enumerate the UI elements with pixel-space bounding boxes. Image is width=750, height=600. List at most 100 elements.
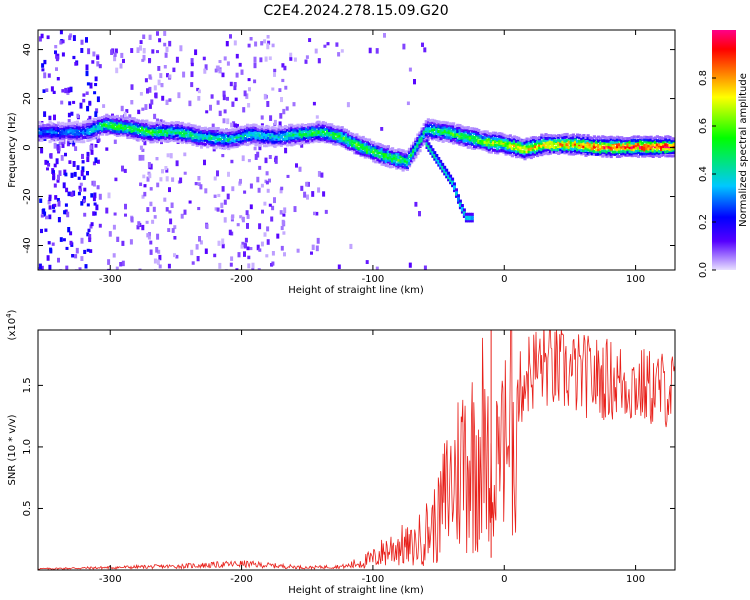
spectrogram-ridge-cell: [399, 151, 403, 155]
spectrogram-ridge-cell: [639, 142, 643, 146]
spectrogram-ridge-cell: [168, 130, 172, 134]
spectrogram-noise-cell: [266, 226, 270, 232]
spectrogram-ridge-cell: [69, 122, 73, 126]
spectrogram-ridge-cell: [346, 132, 351, 136]
spectrogram-ridge-cell: [256, 142, 260, 146]
spectrogram-ridge-cell: [229, 135, 233, 139]
spectrogram-ridge-cell: [519, 153, 523, 157]
spectrogram-ridge-cell: [508, 152, 512, 156]
spectrogram-ridge-cell: [504, 147, 508, 151]
spectrogram-ridge-cell: [321, 126, 325, 130]
spectrogram-ridge-cell: [296, 123, 300, 127]
spectrogram-noise-cell: [80, 256, 84, 261]
spectrogram-ridge-cell: [346, 146, 351, 150]
spectrogram-noise-cell: [233, 123, 237, 128]
spectrogram-ridge-cell: [363, 155, 367, 159]
spectrogram-ridge-cell: [414, 155, 418, 159]
spectrogram-noise-cell: [87, 228, 91, 233]
spectrogram-branch-cell: [427, 148, 431, 152]
spectrogram-ridge-cell: [573, 146, 578, 150]
spectrogram-branch-cell: [455, 194, 458, 198]
spectrogram-y-tick-label: -20: [22, 188, 33, 204]
spectrogram-ridge-cell: [489, 143, 493, 147]
spectrogram-ridge-cell: [657, 136, 662, 139]
spectrogram-ridge-cell: [531, 144, 535, 148]
spectrogram-ridge-cell: [555, 139, 559, 143]
spectrogram-ridge-cell: [426, 135, 430, 139]
spectrogram-ridge-cell: [286, 139, 290, 143]
spectrogram-noise-cell: [408, 67, 412, 72]
spectrogram-noise-cell: [241, 241, 245, 248]
spectrogram-ridge-cell: [353, 140, 357, 144]
spectrogram-noise-cell: [60, 100, 64, 105]
spectrogram-noise-cell: [281, 78, 285, 83]
spectrogram-ridge-cell: [445, 121, 449, 125]
spectrogram-ridge-cell: [367, 147, 372, 151]
spectrogram-ridge-cell: [193, 138, 197, 142]
spectrogram-ridge-cell: [138, 137, 143, 141]
spectrogram-ridge-cell: [162, 129, 166, 133]
spectrogram-ridge-cell: [214, 146, 218, 150]
spectrogram-ridge-cell: [286, 143, 290, 147]
spectrogram-ridge-cell: [132, 125, 136, 129]
spectrogram-ridge-cell: [340, 129, 344, 132]
spectrogram-ridge-cell: [227, 142, 231, 146]
spectrogram-ridge-cell: [485, 138, 489, 142]
spectrogram-ridge-cell: [615, 148, 620, 152]
spectrogram-ridge-cell: [466, 142, 470, 146]
spectrogram-ridge-cell: [521, 142, 525, 146]
spectrogram-noise-cell: [42, 208, 46, 212]
spectrogram-branch-cell: [451, 177, 455, 181]
spectrogram-noise-cell: [271, 251, 275, 256]
spectrogram-x-tick-label: -300: [99, 274, 122, 285]
spectrogram-ridge-cell: [185, 128, 189, 132]
spectrogram-ridge-cell: [380, 147, 384, 151]
spectrogram-ridge-cell: [456, 140, 460, 144]
spectrogram-ridge-cell: [552, 136, 557, 140]
spectrogram-noise-cell: [161, 95, 165, 101]
spectrogram-noise-cell: [138, 154, 142, 161]
spectrogram-ridge-cell: [252, 128, 256, 132]
spectrogram-ridge-cell: [580, 149, 584, 152]
spectrogram-ridge-cell: [418, 135, 422, 139]
spectrogram-noise-cell: [243, 242, 247, 249]
spectrogram-ridge-cell: [151, 140, 155, 144]
spectrogram-ridge-cell: [315, 132, 319, 136]
spectrogram-noise-cell: [119, 63, 123, 69]
spectrogram-ridge-cell: [540, 144, 544, 147]
spectrogram-ridge-cell: [433, 125, 437, 129]
spectrogram-ridge-cell: [239, 136, 243, 140]
colorbar-tick-label: 0.0: [698, 262, 709, 278]
spectrogram-noise-cell: [218, 68, 222, 74]
spectrogram-noise-cell: [173, 225, 177, 230]
spectrogram-noise-cell: [83, 187, 87, 192]
spectrogram-ridge-cell: [317, 123, 321, 127]
spectrogram-ridge-cell: [235, 135, 239, 139]
spectrogram-ridge-cell: [548, 151, 552, 155]
spectrogram-ridge-cell: [157, 121, 161, 125]
spectrogram-ridge-cell: [359, 149, 363, 153]
spectrogram-ridge-cell: [325, 123, 330, 127]
spectrogram-ridge-cell: [88, 125, 92, 129]
spectrogram-noise-cell: [115, 67, 119, 74]
spectrogram-ridge-cell: [346, 130, 351, 134]
spectrogram-ridge-cell: [334, 126, 338, 129]
spectrogram-ridge-cell: [580, 151, 584, 154]
spectrogram-ridge-cell: [569, 138, 573, 142]
spectrogram-ridge-cell: [323, 123, 327, 127]
spectrogram-ridge-cell: [382, 152, 386, 156]
spectrogram-ridge-cell: [120, 123, 124, 127]
spectrogram-ridge-cell: [365, 145, 369, 149]
spectrogram-ridge-cell: [672, 137, 675, 141]
spectrogram-noise-cell: [323, 44, 327, 48]
spectrogram-ridge-cell: [42, 136, 46, 140]
spectrogram-ridge-cell: [550, 148, 554, 152]
spectrogram-ridge-cell: [201, 127, 206, 130]
spectrogram-noise-cell: [79, 188, 82, 192]
spectrogram-ridge-cell: [67, 130, 71, 134]
spectrogram-ridge-cell: [355, 136, 359, 140]
spectrogram-ridge-cell: [443, 123, 447, 127]
spectrogram-ridge-cell: [653, 140, 657, 144]
spectrogram-ridge-cell: [403, 157, 407, 161]
spectrogram-noise-cell: [74, 146, 78, 151]
